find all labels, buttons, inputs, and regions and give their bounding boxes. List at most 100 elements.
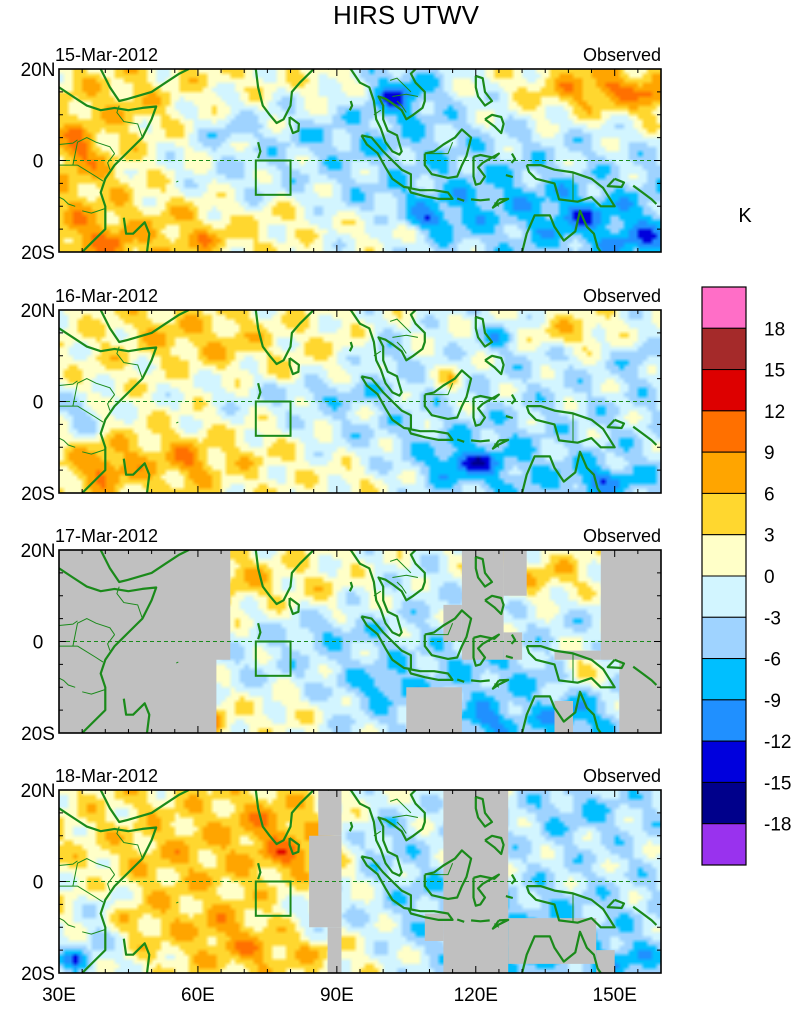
region-box — [254, 640, 292, 677]
country-border — [427, 383, 454, 396]
country-border — [82, 929, 106, 935]
map-panel: 20N 0 20S 16-Mar-2012 Observed — [21, 286, 662, 505]
x-tick-label: 30E — [42, 985, 76, 1006]
coastline — [327, 310, 426, 397]
coastline — [510, 153, 517, 164]
coastline — [470, 198, 490, 202]
coastline — [606, 177, 626, 189]
colorbar-swatch — [701, 451, 747, 494]
coastline — [525, 884, 616, 929]
coastline — [510, 394, 517, 405]
colorbar-swatch — [701, 534, 747, 577]
coastline — [348, 100, 354, 111]
coastline — [122, 938, 151, 973]
y-tick-label: 20S — [21, 964, 55, 985]
colorbar-swatch — [701, 327, 747, 371]
coastline — [407, 186, 454, 200]
colorbar-label: 9 — [764, 443, 775, 464]
coastline — [122, 458, 151, 493]
country-border — [396, 821, 407, 834]
missing-data-region — [406, 687, 462, 733]
coastline — [257, 382, 262, 400]
coastline — [423, 369, 473, 420]
coastline — [348, 581, 354, 592]
colorbar-swatch — [701, 658, 747, 701]
coastline — [423, 849, 473, 901]
colorbar-swatch — [701, 369, 747, 412]
country-border — [427, 863, 454, 876]
country-border — [59, 139, 78, 145]
x-axis: 30E 60E 90E 120E 150E — [42, 985, 637, 1006]
y-tick-label: 20N — [21, 301, 56, 322]
y-tick-label: 20N — [21, 781, 56, 802]
y-tick-label: 0 — [33, 633, 44, 654]
panel-tag: Observed — [583, 45, 661, 65]
coastline — [59, 567, 158, 733]
coastline — [348, 821, 354, 832]
map-panel: 20N 0 20S 18-Mar-2012 Observed — [21, 766, 662, 985]
coastline — [254, 310, 315, 366]
coastline — [456, 438, 465, 443]
colorbar-swatch — [701, 410, 747, 453]
x-tick-label: 120E — [454, 985, 498, 1006]
coastline — [407, 427, 454, 441]
country-border — [107, 874, 115, 891]
panel-date: 18-Mar-2012 — [55, 766, 158, 786]
x-tick-label: 150E — [593, 985, 637, 1006]
region-box — [254, 159, 292, 196]
coastline — [470, 919, 490, 923]
country-border — [427, 142, 454, 155]
country-border — [392, 334, 418, 338]
x-tick-label: 60E — [181, 985, 215, 1006]
colorbar-swatch — [701, 823, 747, 866]
panels: 20N 0 20S 15-Mar-2012 Observed 20N 0 20S 16-Mar-… — [21, 45, 662, 985]
coastline — [327, 69, 426, 156]
coastline — [484, 594, 505, 616]
region-box — [254, 400, 292, 437]
coastline — [456, 197, 465, 202]
colorbar-label: 12 — [764, 402, 785, 423]
coastline — [456, 678, 465, 683]
map-panel: 20N 0 20S 17-Mar-2012 Observed — [21, 526, 662, 745]
y-tick-label: 20N — [21, 60, 56, 81]
country-border — [116, 105, 143, 138]
x-tick-label: 90E — [320, 985, 354, 1006]
country-border — [116, 586, 143, 619]
coastline — [474, 315, 494, 348]
colorbar-unit-label: K — [738, 205, 752, 227]
missing-data-region — [554, 701, 573, 733]
country-border — [389, 318, 412, 334]
coastline — [505, 174, 514, 179]
coastline — [470, 439, 490, 443]
country-border — [82, 689, 106, 695]
country-border — [59, 437, 76, 448]
coastline — [122, 698, 151, 733]
coastline — [327, 790, 426, 877]
country-border — [82, 208, 106, 214]
country-border — [392, 93, 418, 97]
y-tick-label: 20S — [21, 243, 55, 264]
country-border — [396, 581, 407, 594]
colorbar-label: -9 — [764, 691, 781, 712]
coastline — [254, 790, 315, 846]
missing-data-region — [318, 790, 342, 836]
colorbar-label: 0 — [764, 567, 775, 588]
country-border — [389, 798, 412, 814]
colorbar-label: -18 — [764, 815, 791, 836]
coastline — [472, 633, 500, 667]
colorbar-label: -12 — [764, 732, 791, 753]
coastline — [59, 86, 158, 252]
coastline — [491, 918, 510, 930]
coastline — [510, 634, 517, 645]
y-tick-label: 0 — [33, 873, 44, 894]
colorbar-swatch — [701, 492, 747, 536]
coastline — [407, 667, 454, 682]
country-border — [59, 380, 78, 386]
colorbar-swatch — [701, 740, 747, 783]
y-tick-label: 20S — [21, 724, 55, 745]
coastline — [472, 873, 500, 907]
missing-data-region — [503, 550, 527, 596]
coastline — [606, 898, 626, 910]
country-border — [396, 100, 407, 113]
